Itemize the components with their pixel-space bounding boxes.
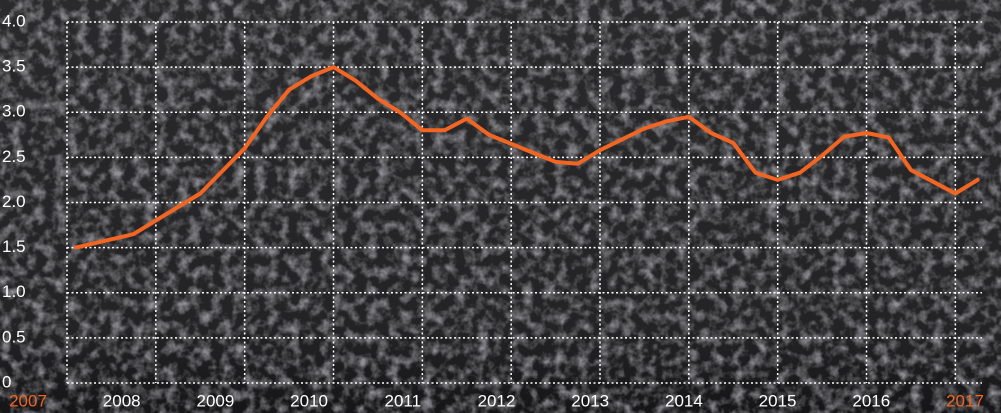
x-tick-label: 2010 (290, 391, 328, 410)
x-tick-label: 2013 (571, 391, 609, 410)
y-tick-label: 3.0 (2, 102, 26, 121)
x-tick-label: 2017 (946, 391, 984, 410)
x-tick-label: 2007 (9, 391, 47, 410)
x-tick-label: 2008 (103, 391, 141, 410)
x-tick-label: 2012 (478, 391, 516, 410)
y-tick-label: 2.0 (2, 192, 26, 211)
y-tick-label: 0.5 (2, 327, 26, 346)
y-tick-label: 2.5 (2, 147, 26, 166)
y-tick-label: 4.0 (2, 11, 26, 30)
x-tick-label: 2015 (759, 391, 797, 410)
y-tick-label: 1.0 (2, 282, 26, 301)
y-tick-label: 1.5 (2, 237, 26, 256)
x-tick-label: 2009 (196, 391, 234, 410)
y-tick-label: 3.5 (2, 57, 26, 76)
x-tick-label: 2014 (665, 391, 703, 410)
data-line (73, 65, 980, 250)
x-tick-label: 2016 (852, 391, 890, 410)
x-tick-label: 2011 (385, 391, 422, 410)
y-tick-label: 0 (2, 372, 11, 391)
